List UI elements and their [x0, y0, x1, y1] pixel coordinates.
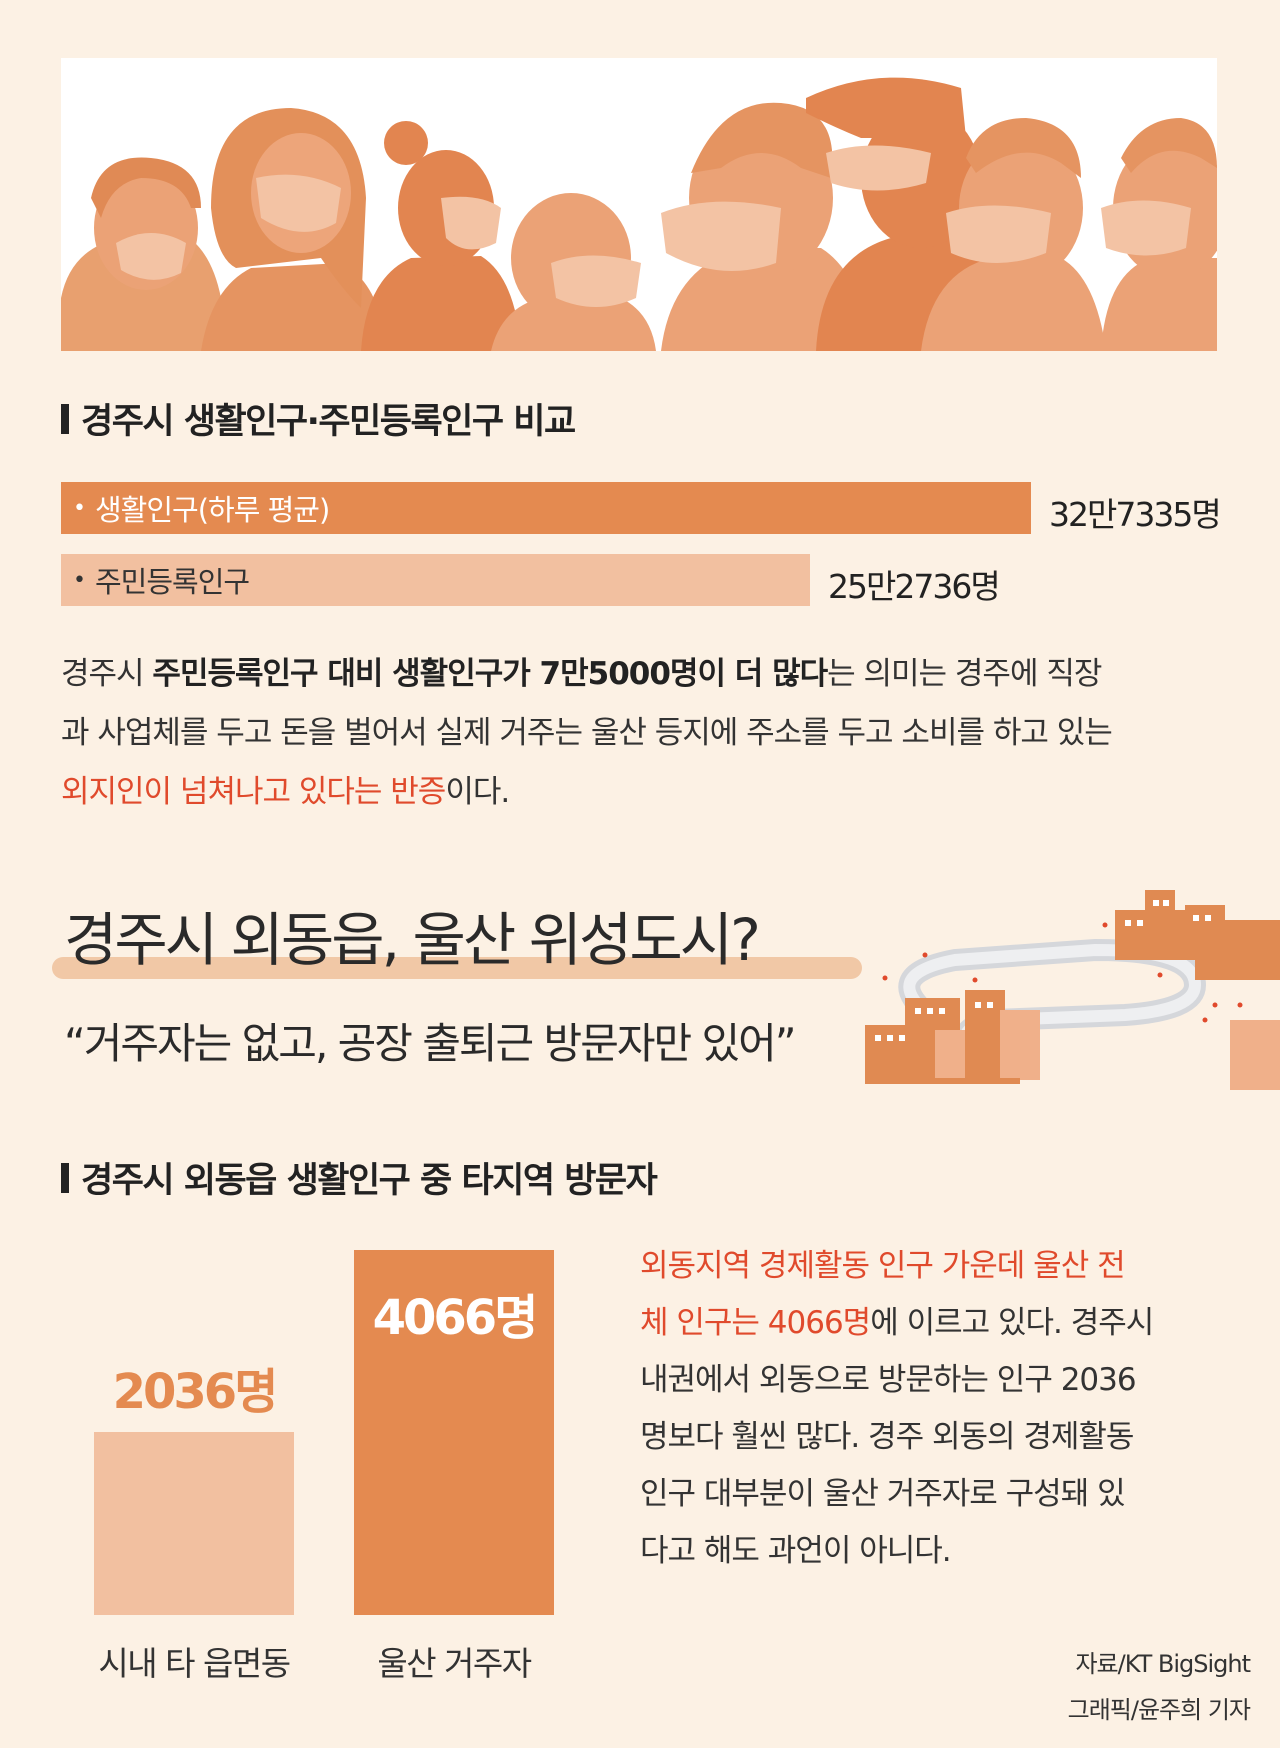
paragraph-line: 외지인이 넘쳐나고 있다는 반증이다. [61, 763, 1221, 822]
person-figure [661, 102, 871, 351]
paragraph-text: 경주시 [61, 656, 153, 692]
person-figure [1101, 118, 1217, 351]
emphasis-text: 주민등록인구 대비 생활인구가 7만5000명이 더 많다 [152, 656, 828, 692]
section-title: 경주시 외동읍, 울산 위성도시? [64, 906, 761, 974]
heading-marker [61, 403, 69, 434]
heading-marker [61, 1162, 69, 1193]
chart-bar-registered-population: • 주민등록인구 [61, 554, 810, 606]
bullet-icon: • [73, 495, 86, 521]
paragraph-line: 경주시 주민등록인구 대비 생활인구가 7만5000명이 더 많다는 의미는 경… [61, 645, 1221, 704]
person-figure [491, 193, 656, 351]
hero-illustration [61, 58, 1217, 351]
paragraph-text: 이다. [445, 774, 510, 810]
text-line: 체 인구는 4066명에 이르고 있다. 경주시 [640, 1295, 1220, 1352]
bar-value-label: 32만7335명 [1049, 495, 1222, 534]
person-figure [921, 118, 1106, 351]
chart-bar [94, 1432, 294, 1615]
bullet-icon: • [73, 567, 86, 593]
paragraph-text: 는 의미는 경주에 직장 [827, 656, 1102, 692]
person-figure [61, 157, 226, 351]
section-subtitle: “거주자는 없고, 공장 출퇴근 방문자만 있어” [64, 1019, 797, 1068]
bar-label: 생활인구(하루 평균) [94, 493, 330, 527]
explanation-text: 외동지역 경제활동 인구 가운데 울산 전 체 인구는 4066명에 이르고 있… [640, 1238, 1220, 1580]
text-line: 내권에서 외동으로 방문하는 인구 2036 [640, 1362, 1137, 1398]
chart-bar-living-population: • 생활인구(하루 평균) [61, 482, 1031, 534]
person-figure [201, 108, 386, 351]
summary-paragraph: 경주시 주민등록인구 대비 생활인구가 7만5000명이 더 많다는 의미는 경… [61, 645, 1221, 822]
bar-value-label: 25만2736명 [828, 567, 1001, 606]
bar-value-label: 2036명 [112, 1364, 279, 1420]
text-line: 인구 대부분이 울산 거주자로 구성돼 있 [640, 1476, 1126, 1512]
x-axis-category-label: 시내 타 읍면동 [98, 1644, 291, 1683]
text-line: 외동지역 경제활동 인구 가운데 울산 전 [640, 1238, 1220, 1295]
source-credit: 자료/KT BigSight [1075, 1650, 1251, 1678]
x-axis-category-label: 울산 거주자 [377, 1644, 532, 1683]
highlight-text: 외동지역 경제활동 인구 가운데 울산 전 [640, 1248, 1126, 1284]
section-heading-text: 경주시 생활인구·주민등록인구 비교 [81, 402, 576, 442]
graphic-credit: 그래픽/윤주희 기자 [1067, 1696, 1251, 1724]
section-heading-text: 경주시 외동읍 생활인구 중 타지역 방문자 [81, 1161, 658, 1201]
person-figure [361, 121, 521, 351]
paragraph-line: 과 사업체를 두고 돈을 벌어서 실제 거주는 울산 등지에 주소를 두고 소비… [61, 715, 1113, 751]
highlight-text: 외지인이 넘쳐나고 있다는 반증 [61, 774, 446, 810]
title-highlight [52, 957, 862, 979]
chart-bar [354, 1250, 554, 1615]
text-line: 다고 해도 과언이 아니다. [640, 1533, 952, 1569]
paragraph-text: 에 이르고 있다. 경주시 [870, 1305, 1154, 1341]
city-road-illustration [865, 880, 1280, 1090]
text-line: 명보다 훨씬 많다. 경주 외동의 경제활동 [640, 1419, 1134, 1455]
section-heading: 경주시 생활인구·주민등록인구 비교 [61, 393, 576, 444]
bar-label: 주민등록인구 [94, 565, 250, 599]
section-heading: 경주시 외동읍 생활인구 중 타지역 방문자 [61, 1152, 658, 1203]
highlight-text: 체 인구는 4066명 [640, 1305, 871, 1341]
bar-value-label: 4066명 [372, 1290, 539, 1346]
